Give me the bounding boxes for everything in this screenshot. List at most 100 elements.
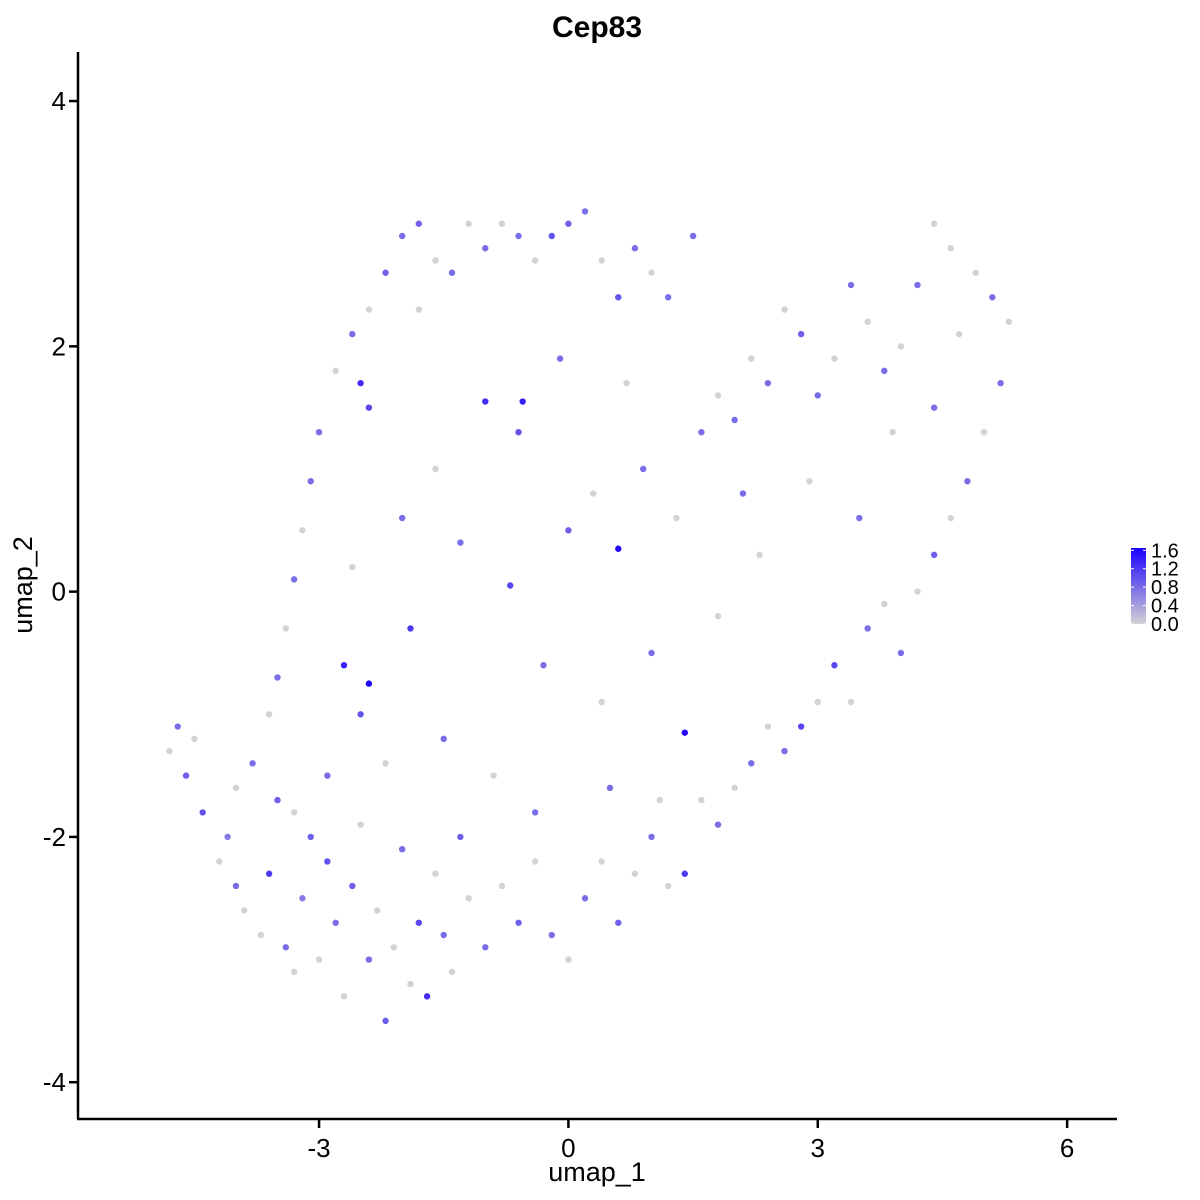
- scatter-point: [831, 355, 838, 362]
- y-axis-label: umap_2: [8, 536, 38, 634]
- scatter-point: [531, 858, 539, 865]
- scatter-point: [315, 428, 323, 436]
- scatter-point: [407, 980, 414, 988]
- scatter-point: [415, 306, 422, 313]
- scatter-point: [748, 355, 755, 362]
- scatter-point: [648, 269, 655, 276]
- legend-tick-label: 1.6: [1151, 540, 1179, 562]
- scatter-point: [664, 882, 672, 890]
- scatter-point: [889, 428, 896, 436]
- scatter-point: [548, 931, 555, 939]
- scatter-point: [814, 698, 821, 706]
- scatter-point: [814, 392, 821, 399]
- y-tick-label: 0: [52, 577, 66, 607]
- scatter-point: [548, 232, 555, 240]
- scatter-point: [698, 796, 705, 804]
- legend-tick-label: 1.2: [1151, 559, 1179, 581]
- scatter-point: [482, 944, 489, 951]
- scatter-point: [382, 269, 389, 276]
- scatter-point: [340, 662, 348, 669]
- scatter-point: [365, 404, 373, 411]
- scatter-point: [615, 545, 622, 552]
- scatter-point: [507, 582, 514, 589]
- scatter-point: [565, 956, 572, 963]
- scatter-point: [1005, 318, 1013, 326]
- scatter-point: [465, 220, 472, 227]
- scatter-point: [315, 956, 323, 963]
- scatter-point: [631, 870, 639, 877]
- scatter-point: [764, 723, 772, 730]
- scatter-point: [299, 527, 306, 534]
- scatter-point: [881, 367, 888, 375]
- scatter-point: [955, 330, 963, 338]
- scatter-point: [606, 784, 614, 792]
- y-tick-label: -2: [43, 822, 66, 852]
- scatter-point: [656, 796, 664, 804]
- scatter-point: [274, 674, 281, 681]
- scatter-point: [714, 821, 722, 828]
- scatter-point: [914, 588, 921, 595]
- scatter-point: [756, 551, 763, 559]
- scatter-point: [432, 257, 439, 264]
- scatter-point: [964, 478, 971, 485]
- scatter-point: [498, 882, 506, 890]
- scatter-point: [357, 711, 364, 718]
- x-axis-ticks: -3 0 3 6: [307, 1119, 1074, 1163]
- scatter-point: [847, 281, 855, 289]
- scatter-point: [440, 735, 447, 743]
- scatter-point: [307, 833, 314, 841]
- scatter-point: [216, 858, 223, 865]
- scatter-point: [166, 747, 173, 755]
- legend-tick-label: 0.0: [1151, 614, 1179, 636]
- scatter-point: [748, 760, 755, 767]
- scatter-point: [390, 944, 398, 951]
- scatter-point: [681, 729, 688, 736]
- scatter-point: [290, 809, 298, 816]
- scatter-point: [490, 772, 497, 779]
- scatter-point: [739, 490, 747, 497]
- scatter-point: [847, 698, 855, 706]
- chart-title: Cep83: [552, 11, 642, 44]
- scatter-point: [232, 784, 240, 792]
- scatter-point: [972, 269, 979, 276]
- scatter-point: [365, 956, 373, 963]
- scatter-point: [930, 404, 938, 411]
- scatter-point: [457, 539, 464, 546]
- scatter-point: [349, 882, 356, 890]
- scatter-point: [357, 821, 364, 828]
- scatter-point: [340, 993, 348, 1000]
- scatter-point: [914, 281, 921, 289]
- scatter-point: [224, 833, 231, 841]
- scatter-point: [519, 398, 526, 405]
- scatter-point: [648, 649, 655, 657]
- scatter-point: [640, 465, 647, 473]
- y-tick-label: -4: [43, 1067, 66, 1097]
- scatter-point: [598, 257, 605, 264]
- scatter-point: [673, 514, 680, 522]
- scatter-point: [257, 931, 265, 939]
- scatter-point: [531, 809, 539, 816]
- scatter-point: [590, 490, 597, 497]
- scatter-point: [689, 232, 697, 240]
- scatter-point: [290, 968, 298, 976]
- scatter-point: [856, 514, 863, 522]
- scatter-point: [365, 306, 373, 313]
- scatter-point: [515, 232, 522, 240]
- scatter-point: [324, 772, 331, 779]
- scatter-point: [531, 257, 539, 264]
- scatter-point: [282, 944, 289, 951]
- scatter-point: [274, 796, 281, 804]
- scatter-point: [432, 465, 439, 473]
- scatter-point: [581, 895, 589, 902]
- x-tick-label: 3: [811, 1133, 825, 1163]
- scatter-point: [265, 711, 273, 718]
- scatter-point: [290, 576, 298, 583]
- scatter-point: [182, 772, 190, 779]
- scatter-point: [806, 478, 813, 485]
- scatter-point: [332, 367, 339, 375]
- scatter-point: [980, 428, 988, 436]
- scatter-point: [581, 208, 589, 215]
- y-tick-label: 4: [52, 86, 66, 116]
- scatter-point: [781, 306, 788, 313]
- scatter-point: [615, 919, 622, 926]
